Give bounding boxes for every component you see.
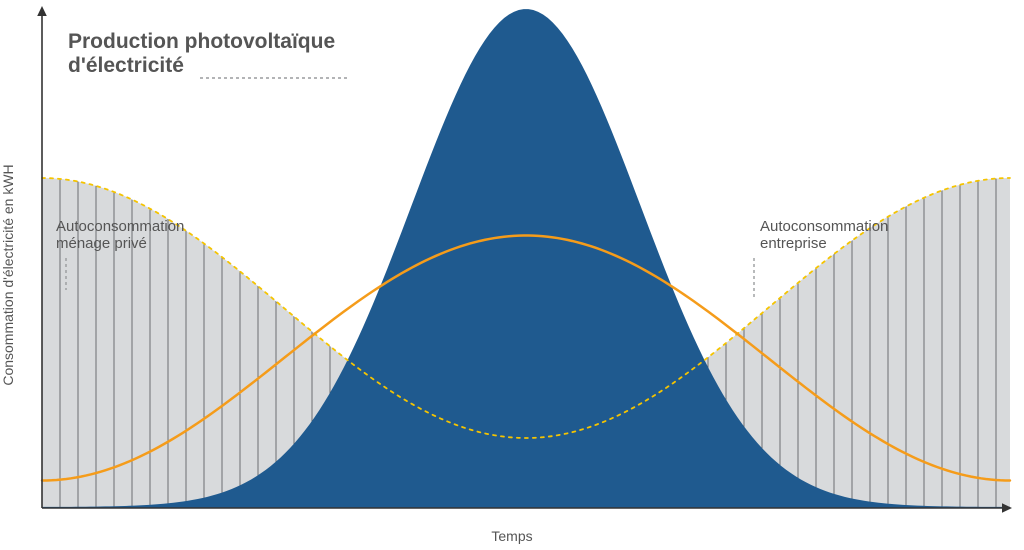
annotation-household: Autoconsommation ménage privé <box>56 218 184 252</box>
x-axis-label: Temps <box>491 528 532 544</box>
annotation-household-line2: ménage privé <box>56 235 147 252</box>
chart-svg <box>0 0 1024 550</box>
annotation-pv-title: Production photovoltaïque d'électricité <box>68 30 335 78</box>
annotation-enterprise: Autoconsommation entreprise <box>760 218 888 252</box>
annotation-pv-title-line2: d'électricité <box>68 54 184 77</box>
y-axis-label: Consommation d'électricité en kWH <box>0 164 16 385</box>
annotation-household-line1: Autoconsommation <box>56 218 184 235</box>
chart-container: Consommation d'électricité en kWH Temps … <box>0 0 1024 550</box>
annotation-enterprise-line1: Autoconsommation <box>760 218 888 235</box>
annotation-enterprise-line2: entreprise <box>760 235 827 252</box>
annotation-pv-title-line1: Production photovoltaïque <box>68 30 335 53</box>
